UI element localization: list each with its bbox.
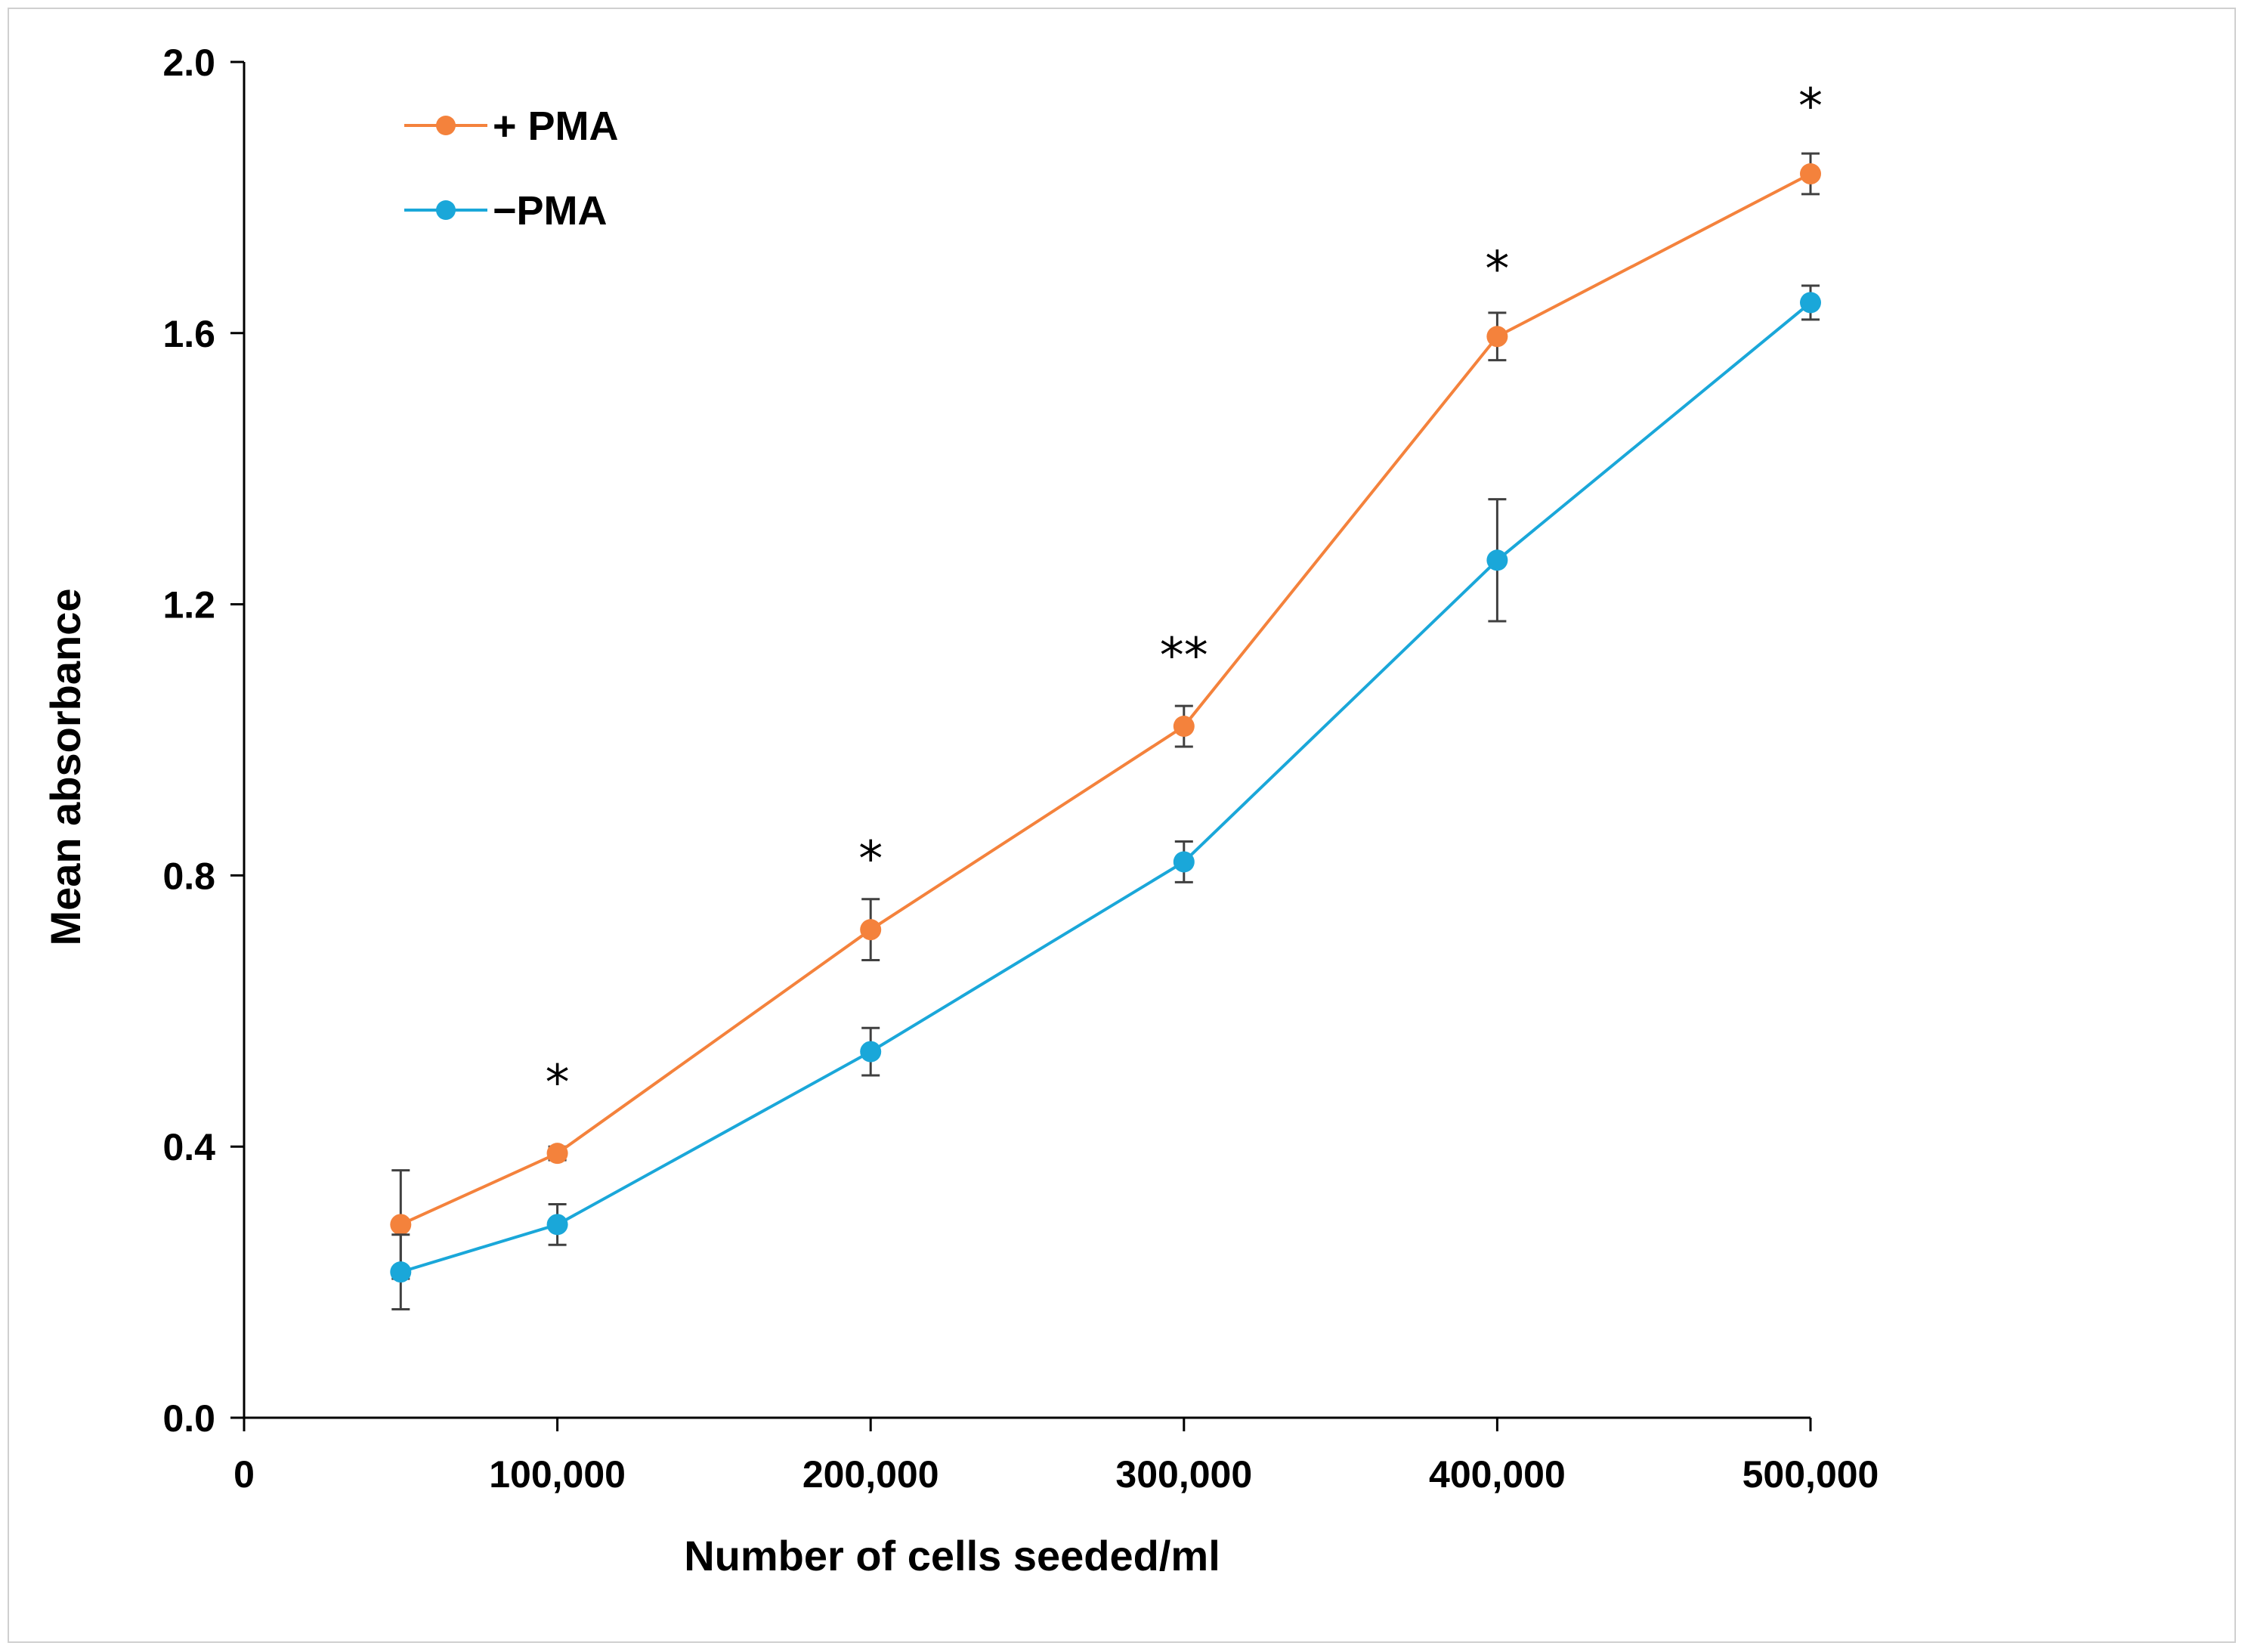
significance-marker: *: [546, 1055, 570, 1111]
x-tick-label: 200,000: [802, 1453, 939, 1496]
data-point: [860, 919, 882, 941]
y-tick-label: 1.6: [162, 313, 215, 355]
x-tick-label: 400,000: [1429, 1453, 1566, 1496]
legend: + PMA −PMA: [404, 104, 619, 234]
y-tick-label: 0.0: [162, 1397, 215, 1440]
y-tick-label: 0.8: [162, 855, 215, 897]
y-tick-label: 1.2: [162, 584, 215, 626]
data-point: [860, 1041, 882, 1063]
x-tick-label: 300,000: [1115, 1453, 1252, 1496]
axes: 0.0 0.4 0.8 1.2 1.6 2.0 0 100,000 200,000 300,000…: [162, 42, 1879, 1496]
data-point: [390, 1214, 412, 1236]
data-point: [390, 1261, 412, 1283]
legend-swatch-marker: [436, 116, 456, 135]
series-plus-pma: [390, 152, 1821, 1280]
data-point: [1800, 163, 1821, 185]
data-point: [546, 1143, 568, 1165]
x-tick-label: 0: [233, 1453, 255, 1496]
y-tick-label: 0.4: [162, 1126, 215, 1168]
legend-label: + PMA: [493, 104, 619, 149]
annotation-layer: ******: [546, 79, 1823, 1112]
series-minus-pma: [390, 284, 1821, 1310]
significance-marker: **: [1160, 628, 1208, 684]
data-point: [1173, 851, 1195, 873]
series-line: [400, 172, 1811, 1227]
legend-item: + PMA: [404, 104, 619, 149]
x-tick-label: 500,000: [1743, 1453, 1879, 1496]
significance-marker: *: [1485, 242, 1509, 298]
series-layer: [390, 152, 1821, 1310]
y-tick-label: 2.0: [162, 42, 215, 84]
x-axis-title: Number of cells seeded/ml: [684, 1532, 1220, 1579]
series-line: [400, 301, 1812, 1274]
legend-label: −PMA: [493, 188, 608, 234]
legend-swatch-marker: [436, 200, 456, 220]
significance-marker: *: [858, 831, 883, 887]
data-point: [546, 1214, 568, 1236]
data-point: [1486, 326, 1508, 348]
y-axis-title: Mean absorbance: [42, 588, 89, 945]
data-point: [1173, 716, 1195, 738]
data-point: [1486, 549, 1508, 571]
legend-item: −PMA: [404, 188, 608, 234]
chart-frame: [8, 8, 2236, 1643]
x-tick-label: 100,000: [489, 1453, 626, 1496]
significance-marker: *: [1798, 79, 1823, 135]
data-point: [1800, 292, 1821, 314]
